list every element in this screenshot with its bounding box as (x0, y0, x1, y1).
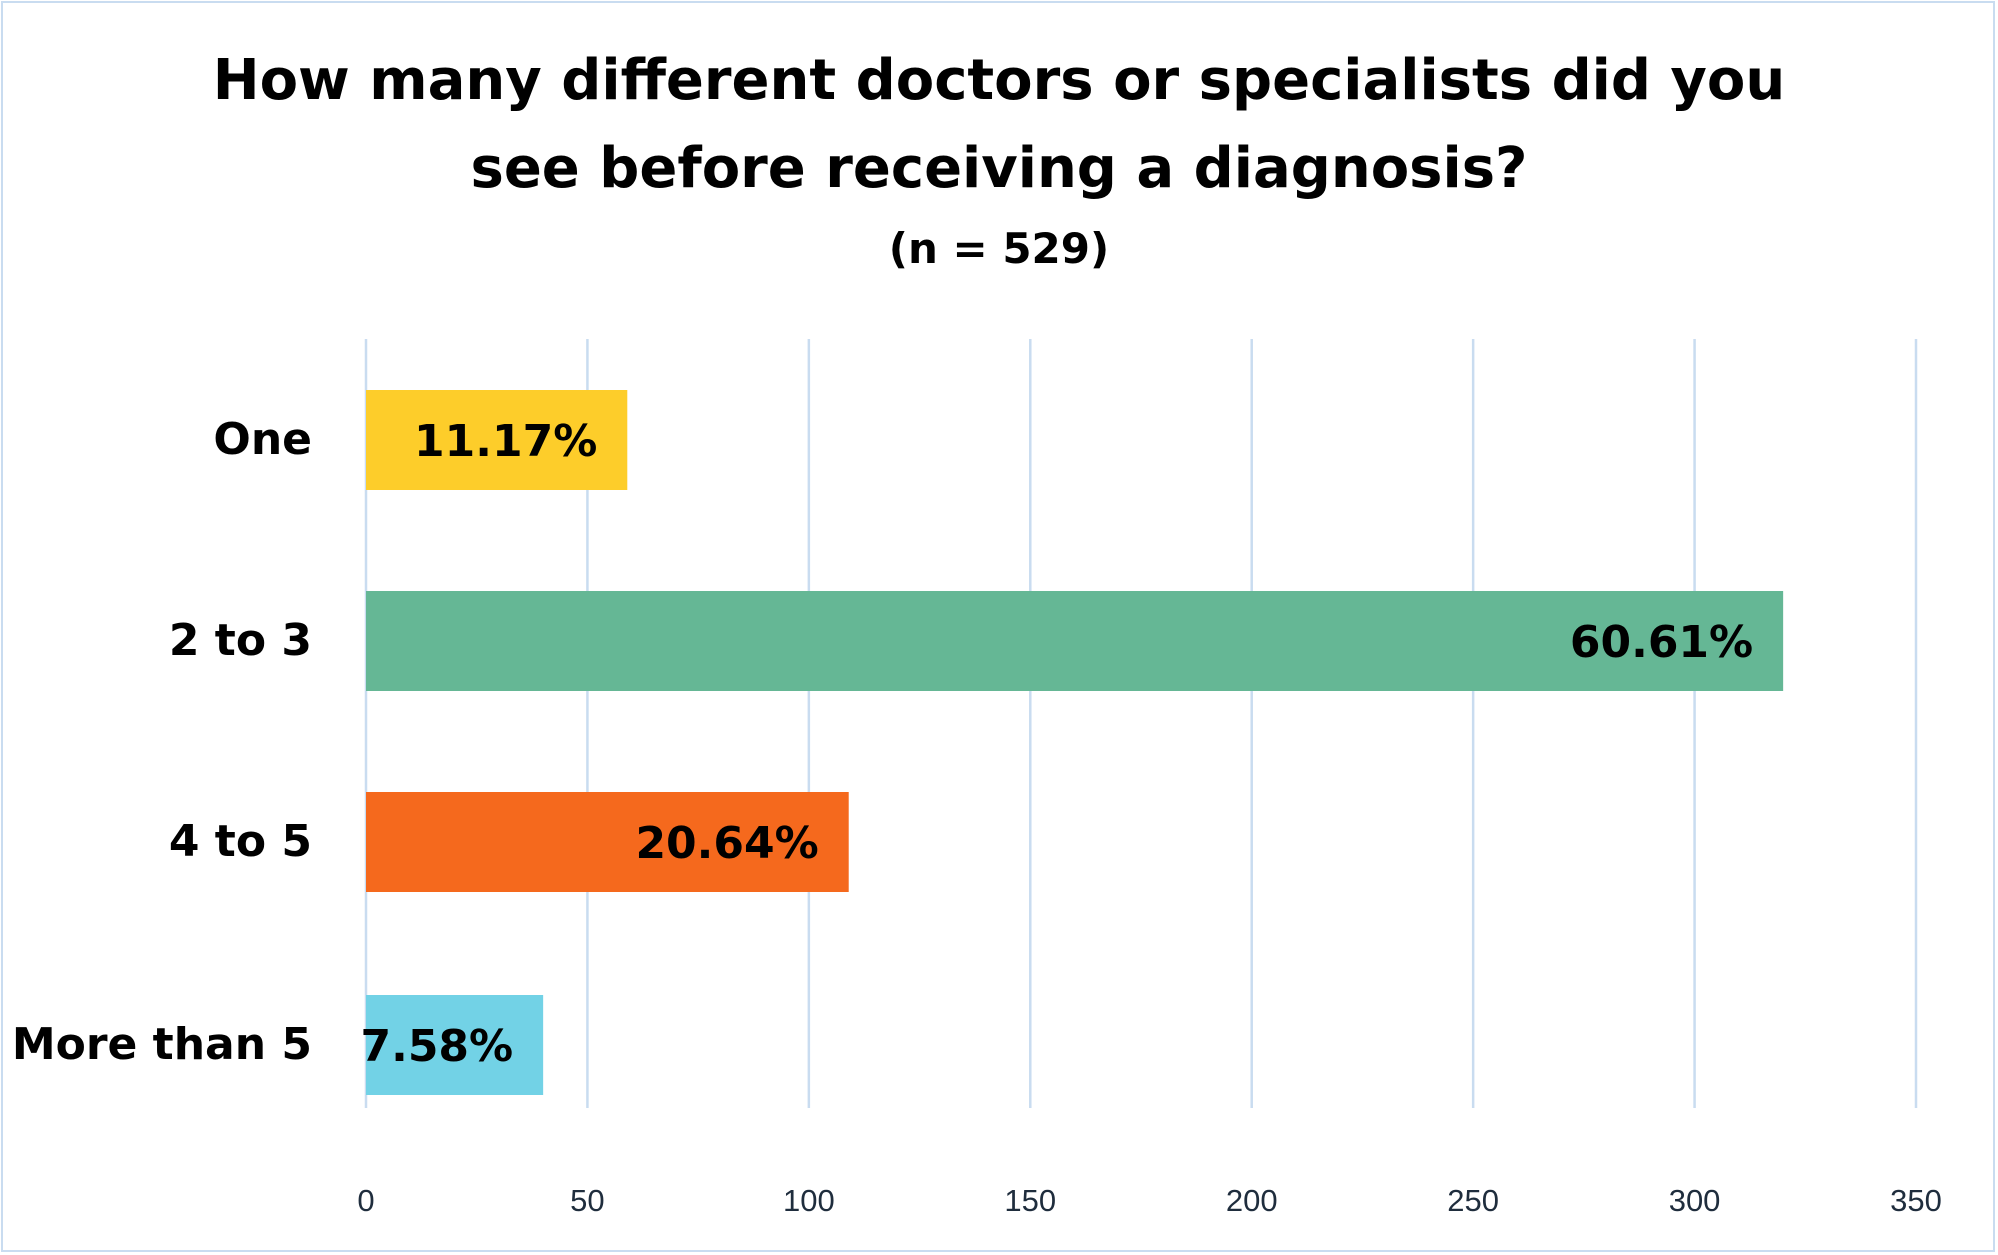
chart-title-line-2: see before receiving a diagnosis? (470, 136, 1528, 201)
x-tick-label: 300 (1669, 1183, 1721, 1218)
data-label: 11.17% (414, 416, 597, 467)
x-tick-label: 250 (1447, 1183, 1499, 1218)
x-tick-label: 100 (783, 1183, 835, 1218)
bar-2-to-3 (366, 591, 1784, 691)
x-tick-label: 0 (357, 1183, 374, 1218)
chart-subtitle: (n = 529) (888, 224, 1110, 273)
data-label: 60.61% (1570, 617, 1753, 668)
bar-more-than-5 (366, 995, 544, 1095)
category-label: 4 to 5 (169, 816, 312, 867)
chart-title-line-1: How many different doctors or specialist… (212, 48, 1786, 113)
category-label: One (213, 414, 312, 465)
data-label: 7.58% (360, 1021, 513, 1072)
x-tick-label: 350 (1890, 1183, 1942, 1218)
x-tick-label: 150 (1004, 1183, 1056, 1218)
bar-one (366, 390, 628, 490)
x-tick-label: 200 (1226, 1183, 1278, 1218)
category-label: More than 5 (12, 1019, 312, 1070)
bar-4-to-5 (366, 792, 849, 892)
category-label: 2 to 3 (169, 615, 312, 666)
x-tick-label: 50 (570, 1183, 604, 1218)
data-label: 20.64% (635, 818, 818, 869)
